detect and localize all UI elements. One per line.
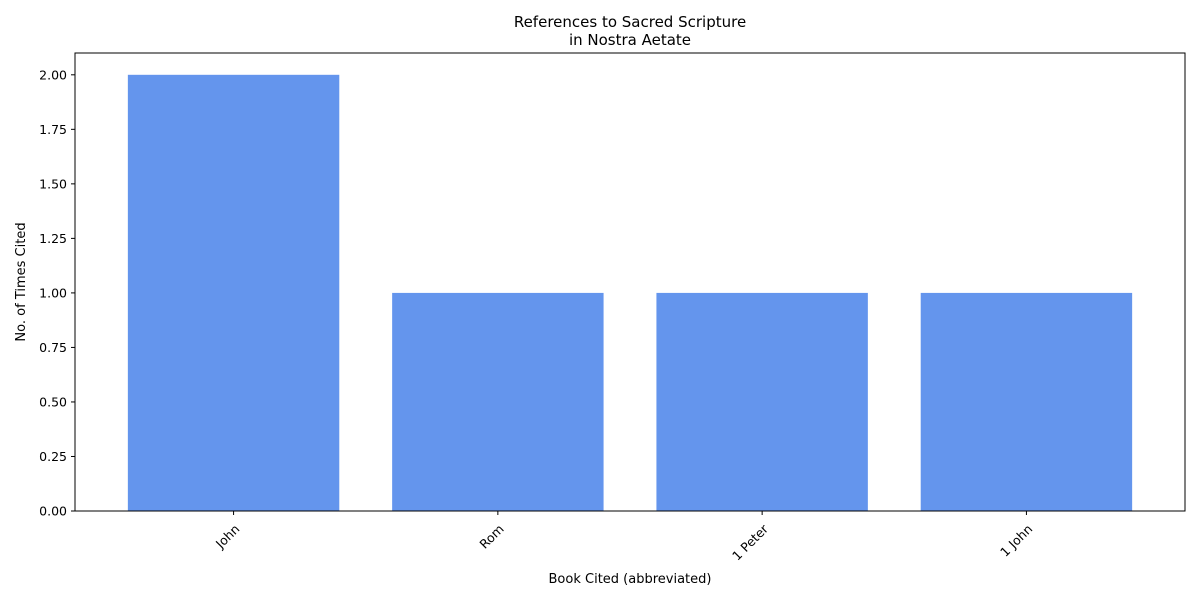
x-tick-label-1-john: 1 John bbox=[997, 521, 1035, 559]
bars bbox=[127, 74, 1133, 512]
x-tick-label-rom: Rom bbox=[476, 521, 506, 551]
y-tick-label: 0.25 bbox=[39, 449, 67, 464]
chart-title-line-2: in Nostra Aetate bbox=[569, 31, 691, 49]
y-tick-label: 0.00 bbox=[39, 504, 67, 519]
bar-john bbox=[127, 74, 340, 512]
plot-area-frame bbox=[74, 52, 1186, 512]
x-axis-ticks: John Rom 1 Peter 1 John bbox=[212, 511, 1035, 563]
y-tick-label: 1.00 bbox=[39, 285, 67, 300]
bar-rom bbox=[392, 292, 604, 511]
x-axis-label: Book Cited (abbreviated) bbox=[549, 572, 712, 587]
bar-1-john bbox=[920, 292, 1133, 511]
y-axis-ticks: 0.00 0.25 0.50 0.75 1.00 1.25 1.50 1.75 2.00 bbox=[39, 67, 75, 519]
y-tick-label: 0.50 bbox=[39, 394, 67, 409]
y-axis-label: No. of Times Cited bbox=[14, 222, 29, 341]
bar-1-peter bbox=[656, 292, 868, 511]
y-tick-label: 1.75 bbox=[39, 122, 67, 137]
y-tick-label: 1.50 bbox=[39, 176, 67, 191]
y-tick-label: 2.00 bbox=[39, 67, 67, 82]
x-tick-label-john: John bbox=[212, 521, 243, 552]
y-tick-label: 0.75 bbox=[39, 340, 67, 355]
y-tick-label: 1.25 bbox=[39, 231, 67, 246]
chart-title-line-1: References to Sacred Scripture bbox=[514, 13, 746, 31]
chart-title: References to Sacred Scripture in Nostra… bbox=[514, 13, 746, 49]
x-tick-label-1-peter: 1 Peter bbox=[729, 521, 772, 564]
